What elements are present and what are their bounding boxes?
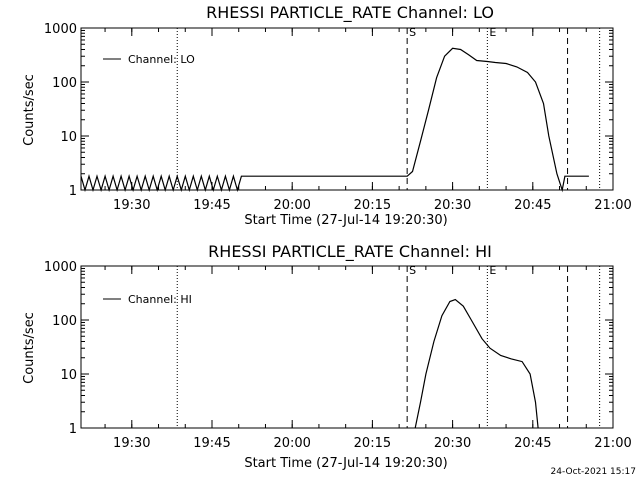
y-tick-label: 1000 [44, 260, 77, 275]
marker-label-e: E [489, 264, 496, 277]
generation-timestamp: 24-Oct-2021 15:17 [551, 467, 636, 477]
y-axis-label: Counts/sec [22, 74, 37, 146]
plot-frame [80, 265, 614, 429]
y-tick-label: 1 [69, 184, 77, 199]
y-tick-label: 100 [52, 314, 77, 329]
legend-entry-hi: Channel: HI [128, 293, 192, 306]
y-tick-label: 1000 [44, 22, 77, 37]
x-tick-label: 20:00 [273, 436, 310, 451]
hi-channel-panel: RHESSI PARTICLE_RATE Channel: HI Counts/… [22, 242, 632, 471]
y-tick-label: 10 [60, 368, 77, 383]
x-tick-label: 19:45 [193, 436, 230, 451]
legend-entry-lo: Channel: LO [128, 53, 195, 66]
x-tick-label: 21:00 [594, 198, 631, 213]
chart-title: RHESSI PARTICLE_RATE Channel: HI [208, 242, 492, 262]
marker-label-e: E [489, 26, 496, 39]
marker-label-s: S [409, 264, 416, 277]
plot-frame [80, 27, 614, 191]
x-tick-label: 20:15 [354, 198, 391, 213]
marker-label-s: S [409, 26, 416, 39]
x-tick-label: 19:30 [113, 198, 150, 213]
x-tick-label: 19:30 [113, 436, 150, 451]
x-tick-label: 19:45 [193, 198, 230, 213]
x-tick-label: 20:30 [434, 198, 471, 213]
series-line [80, 47, 589, 193]
x-axis-label: Start Time (27-Jul-14 19:20:30) [244, 456, 447, 471]
x-tick-label: 20:15 [354, 436, 391, 451]
x-tick-label: 20:45 [514, 198, 551, 213]
x-tick-label: 20:00 [273, 198, 310, 213]
y-tick-label: 100 [52, 76, 77, 91]
series-line [414, 298, 539, 429]
y-tick-label: 10 [60, 130, 77, 145]
x-tick-label: 21:00 [594, 436, 631, 451]
lo-channel-panel: RHESSI PARTICLE_RATE Channel: LO Counts/… [22, 3, 632, 228]
y-axis-label: Counts/sec [22, 312, 37, 384]
x-tick-label: 20:45 [514, 436, 551, 451]
x-tick-label: 20:30 [434, 436, 471, 451]
chart-title: RHESSI PARTICLE_RATE Channel: LO [206, 3, 494, 23]
x-axis-label: Start Time (27-Jul-14 19:20:30) [244, 213, 447, 228]
y-tick-label: 1 [69, 422, 77, 437]
